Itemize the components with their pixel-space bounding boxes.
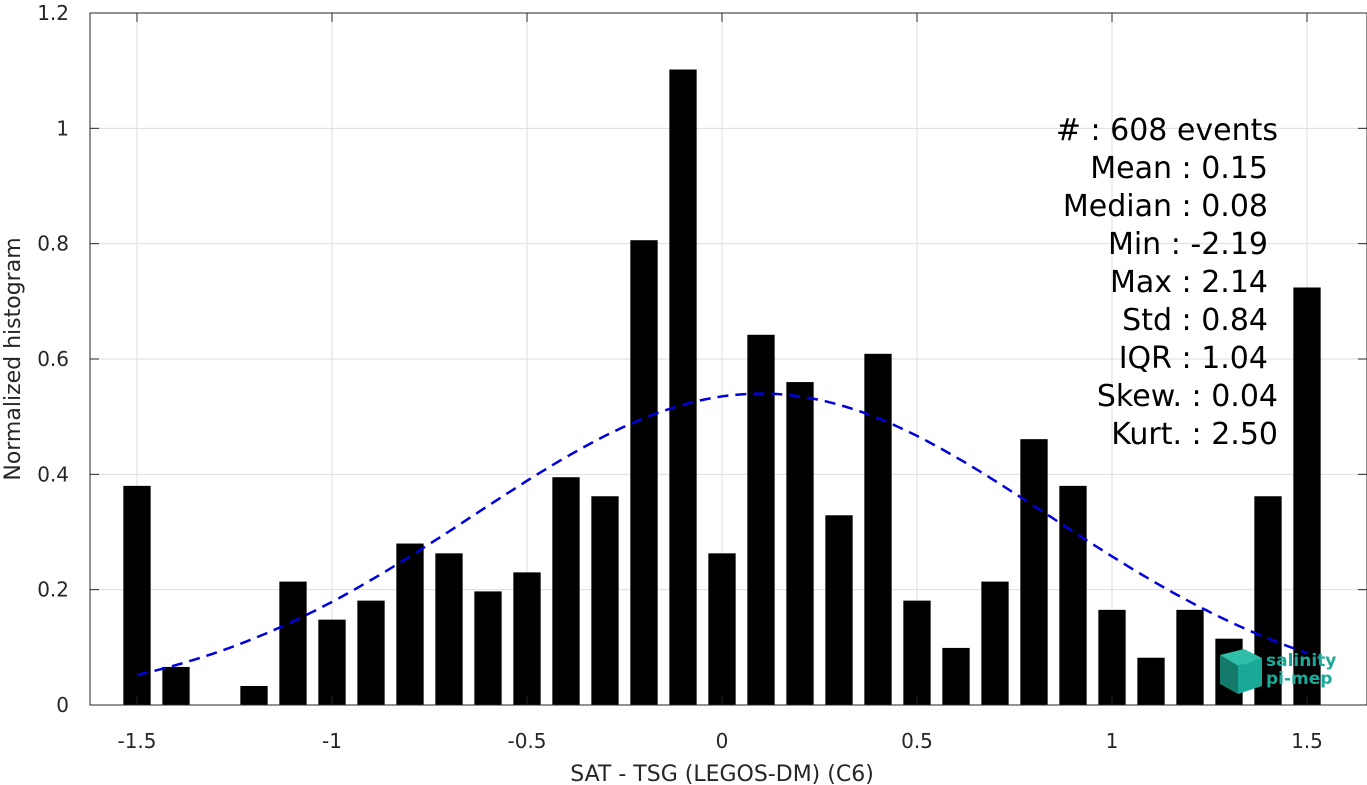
x-tick-label: 1.5 <box>1291 729 1323 753</box>
histogram-bar <box>1137 657 1165 705</box>
x-axis-ticks: -1.5 -1 -0.5 0 0.5 1 1.5 <box>117 13 1323 753</box>
histogram-bar <box>396 543 424 705</box>
histogram-bar <box>435 553 463 705</box>
x-tick-label: 0 <box>716 729 729 753</box>
x-tick-label: -1 <box>322 729 342 753</box>
stat-line: # : 608 events <box>1056 113 1278 148</box>
y-tick-label: 0.8 <box>37 232 69 256</box>
histogram-bar <box>981 581 1009 705</box>
histogram-bar <box>357 600 385 705</box>
stat-line: Median : 0.08 <box>1063 189 1268 224</box>
salinity-pimep-logo: salinity pi-mep <box>1220 649 1336 694</box>
histogram-bar <box>1176 609 1204 705</box>
histogram-bar <box>708 553 736 705</box>
stat-line: Skew. : 0.04 <box>1097 379 1278 414</box>
y-tick-label: 1 <box>56 116 69 140</box>
histogram-bar <box>1293 287 1321 705</box>
x-axis-label: SAT - TSG (LEGOS-DM) (C6) <box>570 762 874 785</box>
histogram-bar <box>1020 439 1048 705</box>
histogram-bar <box>747 334 775 705</box>
y-tick-label: 0.4 <box>37 462 69 486</box>
y-tick-label: 0.2 <box>37 578 69 602</box>
histogram-bar <box>942 647 970 705</box>
y-axis-label: Normalized histogram <box>1 237 26 480</box>
logo-text-pimep: pi-mep <box>1266 669 1332 689</box>
x-tick-label: -1.5 <box>117 729 156 753</box>
x-tick-label: 0.5 <box>901 729 933 753</box>
stat-line: Max : 2.14 <box>1110 265 1268 300</box>
bars <box>123 69 1321 706</box>
histogram-bar <box>864 353 892 705</box>
logo-cube-icon <box>1220 649 1262 694</box>
histogram-bar <box>630 240 658 705</box>
histogram-bar <box>474 591 502 705</box>
histogram-bar <box>591 496 619 705</box>
y-tick-label: 0.6 <box>37 347 69 371</box>
y-tick-label: 1.2 <box>37 1 69 25</box>
histogram-bar <box>162 666 190 705</box>
normal-fit-curve <box>136 392 1308 677</box>
stat-line: Kurt. : 2.50 <box>1111 417 1278 452</box>
histogram-bar <box>240 685 268 705</box>
histogram-bar <box>669 69 697 706</box>
stat-line: Min : -2.19 <box>1108 227 1268 262</box>
histogram-bar <box>903 600 931 705</box>
histogram-bar <box>552 477 580 705</box>
stat-line: IQR : 1.04 <box>1119 341 1268 376</box>
histogram-bar <box>1098 609 1126 705</box>
stat-line: Mean : 0.15 <box>1090 151 1268 186</box>
histogram-bar <box>279 581 307 705</box>
histogram-bar <box>123 485 151 705</box>
histogram-bar <box>513 572 541 705</box>
x-tick-label: -0.5 <box>507 729 546 753</box>
y-tick-label: 0 <box>56 693 69 717</box>
histogram-bar <box>786 382 814 705</box>
y-axis-ticks: 0 0.2 0.4 0.6 0.8 1 1.2 <box>37 1 1367 717</box>
stat-line: Std : 0.84 <box>1122 303 1268 338</box>
histogram-bar <box>1059 485 1087 705</box>
histogram-bar <box>825 515 853 705</box>
x-tick-label: 1 <box>1106 729 1119 753</box>
histogram-bar <box>318 619 346 705</box>
logo-text-salinity: salinity <box>1266 651 1336 671</box>
